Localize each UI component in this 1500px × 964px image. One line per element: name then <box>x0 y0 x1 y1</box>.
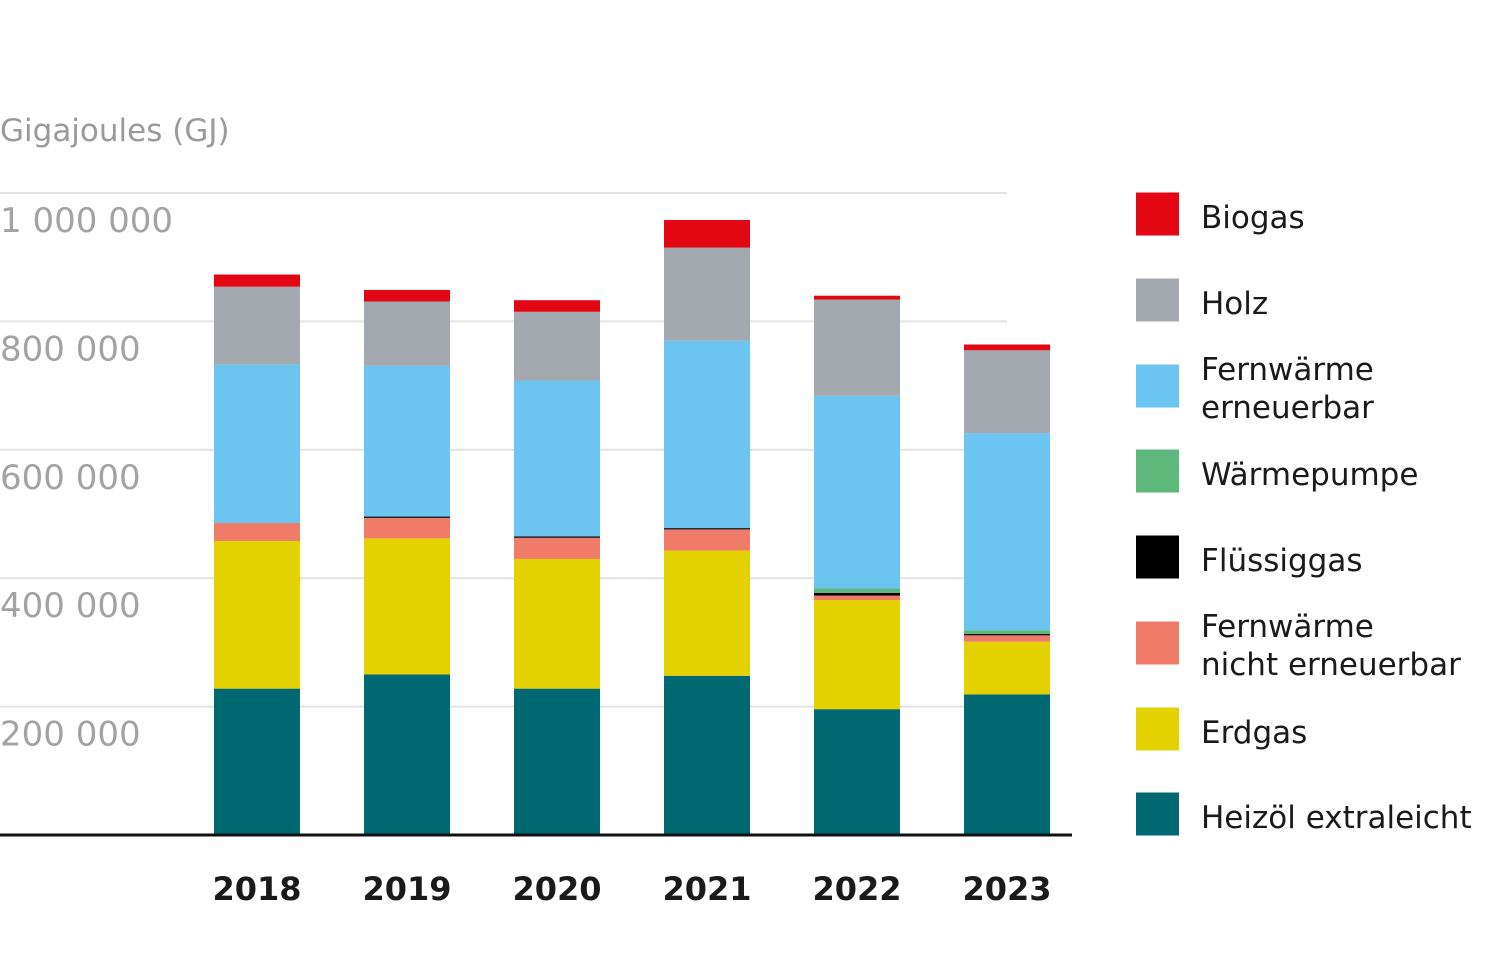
bar-segment <box>364 674 450 835</box>
bar-segment <box>214 364 300 523</box>
bar-segment <box>964 433 1050 631</box>
bar-stack-2023 <box>964 344 1050 835</box>
bar-segment <box>514 688 600 835</box>
legend-swatch <box>1136 278 1179 322</box>
bar-segment <box>964 694 1050 835</box>
y-axis-title: Gigajoules (GJ) <box>0 113 230 149</box>
bar-segment <box>964 344 1050 351</box>
bar-segment <box>514 380 600 537</box>
x-tick-label: 2022 <box>812 870 901 908</box>
bar-segment <box>664 550 750 676</box>
legend-swatch <box>1136 792 1179 836</box>
x-axis-ticks: 2018 2019 2020 2021 2022 2023 <box>212 870 1051 908</box>
bar-segment <box>964 350 1050 434</box>
x-tick-label: 2019 <box>362 870 451 908</box>
y-axis-ticks: 200 000 400 000 600 000 800 000 1 000 000 <box>0 201 173 755</box>
bar-segment <box>214 274 300 287</box>
legend-label: nicht erneuerbar <box>1201 647 1461 683</box>
legend-swatch <box>1136 192 1179 236</box>
bar-segment <box>964 634 1050 636</box>
bar-segment <box>364 301 450 366</box>
legend-swatch <box>1136 364 1179 408</box>
legend-swatch <box>1136 449 1179 493</box>
bar-segment <box>664 528 750 530</box>
bar-segment <box>514 558 600 689</box>
legend-item: Biogas <box>1136 192 1305 236</box>
y-tick-label: 200 000 <box>0 715 141 755</box>
legend-label: Fernwärme <box>1201 609 1374 645</box>
legend: BiogasHolzFernwärmeerneuerbarWärmepumpeF… <box>1136 192 1472 836</box>
legend-item: Erdgas <box>1136 707 1307 751</box>
bar-segment <box>514 536 600 538</box>
bar-segment <box>514 300 600 312</box>
legend-label: Flüssiggas <box>1201 543 1363 579</box>
legend-label: Heizöl extraleicht <box>1201 800 1472 836</box>
legend-swatch <box>1136 621 1179 665</box>
bar-segment <box>514 311 600 381</box>
bar-segment <box>814 709 900 835</box>
bar-stack-2022 <box>814 295 900 835</box>
x-tick-label: 2018 <box>212 870 301 908</box>
y-tick-label: 400 000 <box>0 586 141 626</box>
bar-segment <box>814 395 900 589</box>
bar-segment <box>364 289 450 302</box>
bar-segment <box>814 595 900 601</box>
bar-segment <box>664 529 750 551</box>
x-tick-label: 2021 <box>662 870 751 908</box>
bar-segment <box>214 540 300 689</box>
bar-stack-2020 <box>514 300 600 835</box>
legend-swatch <box>1136 535 1179 579</box>
bar-segment <box>664 247 750 341</box>
y-tick-label: 800 000 <box>0 329 141 369</box>
bar-segment <box>964 635 1050 642</box>
bar-segment <box>814 592 900 596</box>
bar-segment <box>214 522 300 541</box>
bar-segment <box>814 588 900 593</box>
bar-segment <box>364 365 450 517</box>
legend-swatch <box>1136 707 1179 751</box>
legend-label: Fernwärme <box>1201 352 1374 388</box>
bar-stack-2018 <box>214 274 300 835</box>
legend-item: Heizöl extraleicht <box>1136 792 1472 836</box>
bar-stack-2019 <box>364 289 450 835</box>
bar-segment <box>664 340 750 529</box>
bar-segment <box>364 516 450 518</box>
bar-stack-2021 <box>664 219 750 835</box>
legend-label: Wärmepumpe <box>1201 457 1418 493</box>
legend-label: Biogas <box>1201 200 1305 236</box>
legend-item: Holz <box>1136 278 1268 322</box>
y-tick-label: 600 000 <box>0 458 141 498</box>
bar-segment <box>814 299 900 396</box>
legend-label: Holz <box>1201 286 1268 322</box>
legend-item: Wärmepumpe <box>1136 449 1418 493</box>
x-tick-label: 2020 <box>512 870 601 908</box>
bar-segment <box>964 641 1050 695</box>
bar-segment <box>364 538 450 675</box>
bar-segment <box>514 537 600 559</box>
bar-segment <box>964 630 1050 635</box>
y-tick-label: 1 000 000 <box>0 201 173 241</box>
bar-segment <box>664 219 750 248</box>
bar-segment <box>214 286 300 365</box>
bar-segment <box>814 600 900 710</box>
legend-label: Erdgas <box>1201 715 1307 751</box>
bars <box>214 219 1050 835</box>
legend-label: erneuerbar <box>1201 390 1374 426</box>
bar-segment <box>814 295 900 300</box>
legend-item: Flüssiggas <box>1136 535 1363 579</box>
bar-segment <box>664 675 750 835</box>
bar-segment <box>214 688 300 835</box>
bar-segment <box>364 517 450 539</box>
x-tick-label: 2023 <box>962 870 1051 908</box>
